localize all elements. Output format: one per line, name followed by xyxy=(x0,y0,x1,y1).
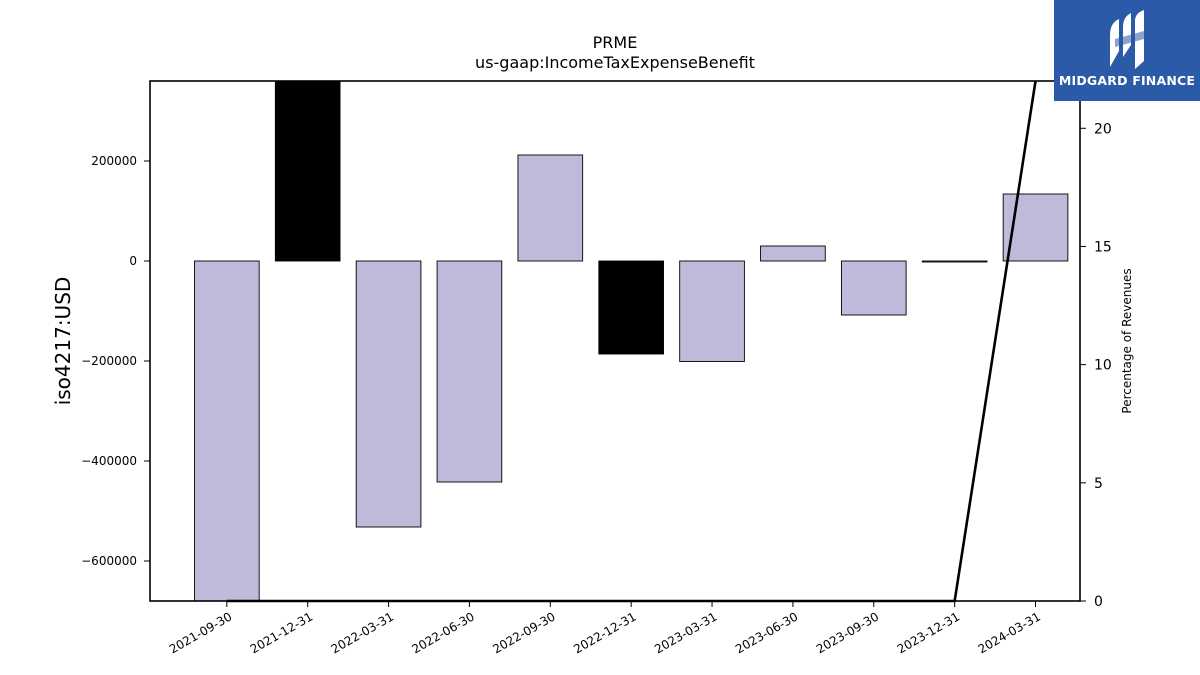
y-axis-ticks: −600000 −400000 −200000 0 200000 xyxy=(81,154,150,568)
bar-2021-12-31 xyxy=(274,80,341,262)
brand-name: MIDGARD FINANCE xyxy=(1058,73,1196,88)
chart-subtitle: us-gaap:IncomeTaxExpenseBenefit xyxy=(475,53,755,72)
y-tick-label: −600000 xyxy=(81,554,137,568)
x-tick-label: 2023-06-30 xyxy=(733,609,800,656)
y2-tick-label: 10 xyxy=(1094,358,1112,374)
x-tick-label: 2023-12-31 xyxy=(895,609,962,656)
y2-axis-label: Percentage of Revenues xyxy=(1120,268,1134,413)
bar-2023-06-30 xyxy=(760,245,826,262)
chart-title: PRME xyxy=(593,33,638,52)
y-axis-label: iso4217:USD xyxy=(51,277,75,406)
y-tick-label: −200000 xyxy=(81,354,137,368)
y-tick-label: −400000 xyxy=(81,454,137,468)
x-tick-label: 2023-03-31 xyxy=(652,609,719,656)
y-tick-label: 200000 xyxy=(91,154,137,168)
x-tick-label: 2022-03-31 xyxy=(329,609,396,656)
bar-2022-03-31 xyxy=(355,260,422,528)
x-tick-label: 2021-09-30 xyxy=(167,609,234,656)
x-tick-label: 2021-12-31 xyxy=(248,609,315,656)
x-tick-label: 2022-12-31 xyxy=(571,609,638,656)
x-tick-label: 2022-06-30 xyxy=(410,609,477,656)
bar-2023-03-31 xyxy=(679,260,745,362)
x-tick-label: 2024-03-31 xyxy=(976,609,1043,656)
bar-2022-09-30 xyxy=(517,154,584,262)
y2-tick-label: 20 xyxy=(1094,121,1112,137)
bar-2022-12-31 xyxy=(598,260,664,355)
bar-2023-09-30 xyxy=(840,260,907,316)
bar-2023-12-31 xyxy=(921,260,988,263)
midgard-logo-icon xyxy=(1110,10,1144,69)
brand-logo: MIDGARD FINANCE xyxy=(1054,0,1200,101)
x-axis-ticks: 2021-09-30 2021-12-31 2022-03-31 2022-06-30… xyxy=(167,601,1043,656)
y2-tick-label: 0 xyxy=(1094,594,1103,610)
plot-frame xyxy=(149,80,1081,602)
x-tick-label: 2022-09-30 xyxy=(490,609,557,656)
y-tick-label: 0 xyxy=(129,254,137,268)
y2-axis-ticks: 0 5 10 15 20 xyxy=(1080,121,1112,610)
bar-2022-06-30 xyxy=(436,260,503,483)
bar-2021-09-30 xyxy=(194,260,260,602)
bars-group xyxy=(194,80,1069,602)
y2-tick-label: 15 xyxy=(1094,239,1112,255)
x-tick-label: 2023-09-30 xyxy=(814,609,881,656)
y2-tick-label: 5 xyxy=(1094,476,1103,492)
